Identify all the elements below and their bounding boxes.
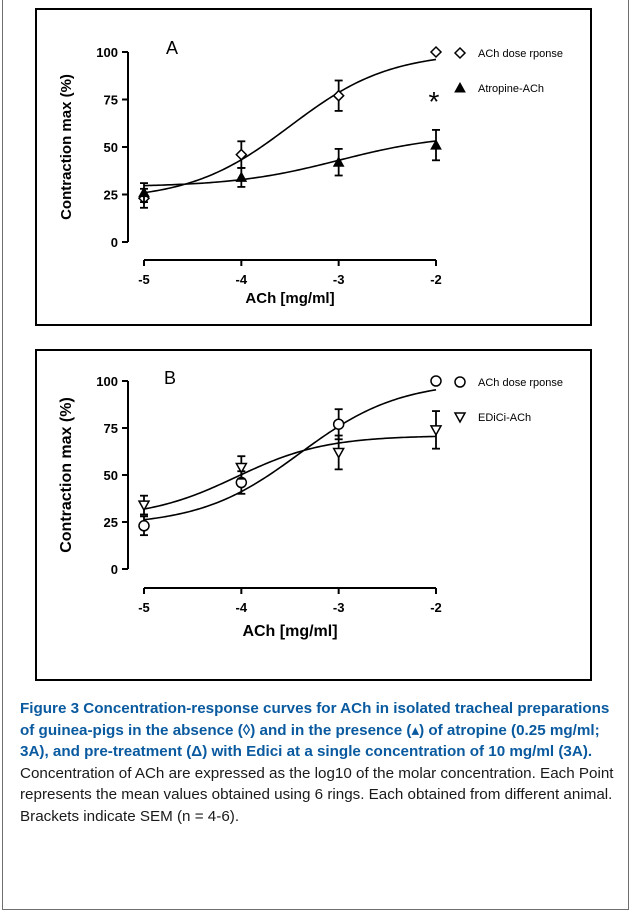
- panel-label: A: [166, 38, 178, 58]
- panel-b: B 0 25 50 75 100 -5 -4 -3 -2 Contraction max (%) AC…: [35, 349, 592, 681]
- data-point: [137, 500, 151, 512]
- x-tick-label: -3: [333, 272, 345, 287]
- chart-b: B 0 25 50 75 100 -5 -4 -3 -2 Contraction max (%) AC…: [58, 368, 563, 640]
- y-tick-label: 25: [104, 188, 118, 203]
- y-tick-label: 50: [104, 468, 118, 483]
- y-tick-label: 0: [111, 562, 118, 577]
- data-point: [429, 425, 443, 437]
- data-point: [430, 139, 442, 150]
- y-tick-label: 50: [104, 140, 118, 155]
- x-tick-label: -5: [138, 272, 150, 287]
- legend-label: ACh dose rponse: [478, 377, 563, 389]
- fit-curve: [143, 140, 437, 187]
- legend-label: Atropine-ACh: [478, 83, 544, 95]
- x-tick-label: -2: [430, 272, 442, 287]
- legend-marker: [453, 46, 467, 60]
- fit-curve: [143, 435, 437, 510]
- fit-curve: [143, 388, 437, 521]
- data-point: [235, 148, 248, 161]
- panel-label: B: [164, 368, 176, 388]
- chart-a: A 0 25 50 75 100 -5 -4 -3 -2 Contraction max (%) AC…: [58, 38, 563, 307]
- legend-label: ACh dose rponse: [478, 48, 563, 60]
- series-0: [137, 45, 443, 209]
- data-point: [332, 447, 345, 459]
- data-point: [235, 171, 248, 182]
- legend-marker: [453, 412, 467, 424]
- x-tick-label: -4: [236, 600, 248, 615]
- y-tick-label: 75: [104, 93, 118, 108]
- caption-text: Concentration of ACh are expressed as th…: [20, 764, 614, 825]
- series-1: [138, 129, 442, 204]
- y-tick-label: 100: [96, 45, 118, 60]
- y-tick-label: 0: [111, 235, 118, 250]
- x-tick-label: -4: [236, 272, 248, 287]
- x-tick-label: -2: [430, 600, 442, 615]
- x-tick-label: -5: [138, 600, 150, 615]
- legend-label: EDiCi-ACh: [478, 412, 531, 424]
- data-point: [332, 418, 345, 430]
- data-point: [429, 45, 443, 59]
- x-axis-title: ACh [mg/ml]: [245, 290, 334, 307]
- y-axis-title: Contraction max (%): [58, 74, 75, 220]
- caption-bold: Figure 3 Concentration-response curves f…: [20, 700, 610, 760]
- x-axis-title: ACh [mg/ml]: [242, 623, 337, 640]
- series-1: [137, 410, 443, 516]
- data-point: [138, 520, 150, 532]
- data-point: [332, 156, 345, 167]
- y-tick-label: 25: [104, 515, 118, 530]
- data-point: [138, 186, 150, 198]
- fit-curve: [143, 58, 437, 194]
- significance-asterisk: *: [429, 86, 440, 117]
- legend-marker: [454, 376, 466, 388]
- series-0: [138, 375, 442, 537]
- y-tick-label: 75: [104, 421, 118, 436]
- panel-a: A 0 25 50 75 100 -5 -4 -3 -2 Contraction max (%) AC…: [35, 8, 592, 326]
- data-point: [332, 89, 345, 102]
- figure-caption: Figure 3 Concentration-response curves f…: [20, 698, 618, 827]
- data-point: [235, 462, 248, 475]
- x-tick-label: -3: [333, 600, 345, 615]
- y-tick-label: 100: [96, 374, 118, 389]
- y-axis-title: Contraction max (%): [58, 397, 75, 553]
- legend-marker: [454, 81, 466, 93]
- data-point: [430, 375, 442, 387]
